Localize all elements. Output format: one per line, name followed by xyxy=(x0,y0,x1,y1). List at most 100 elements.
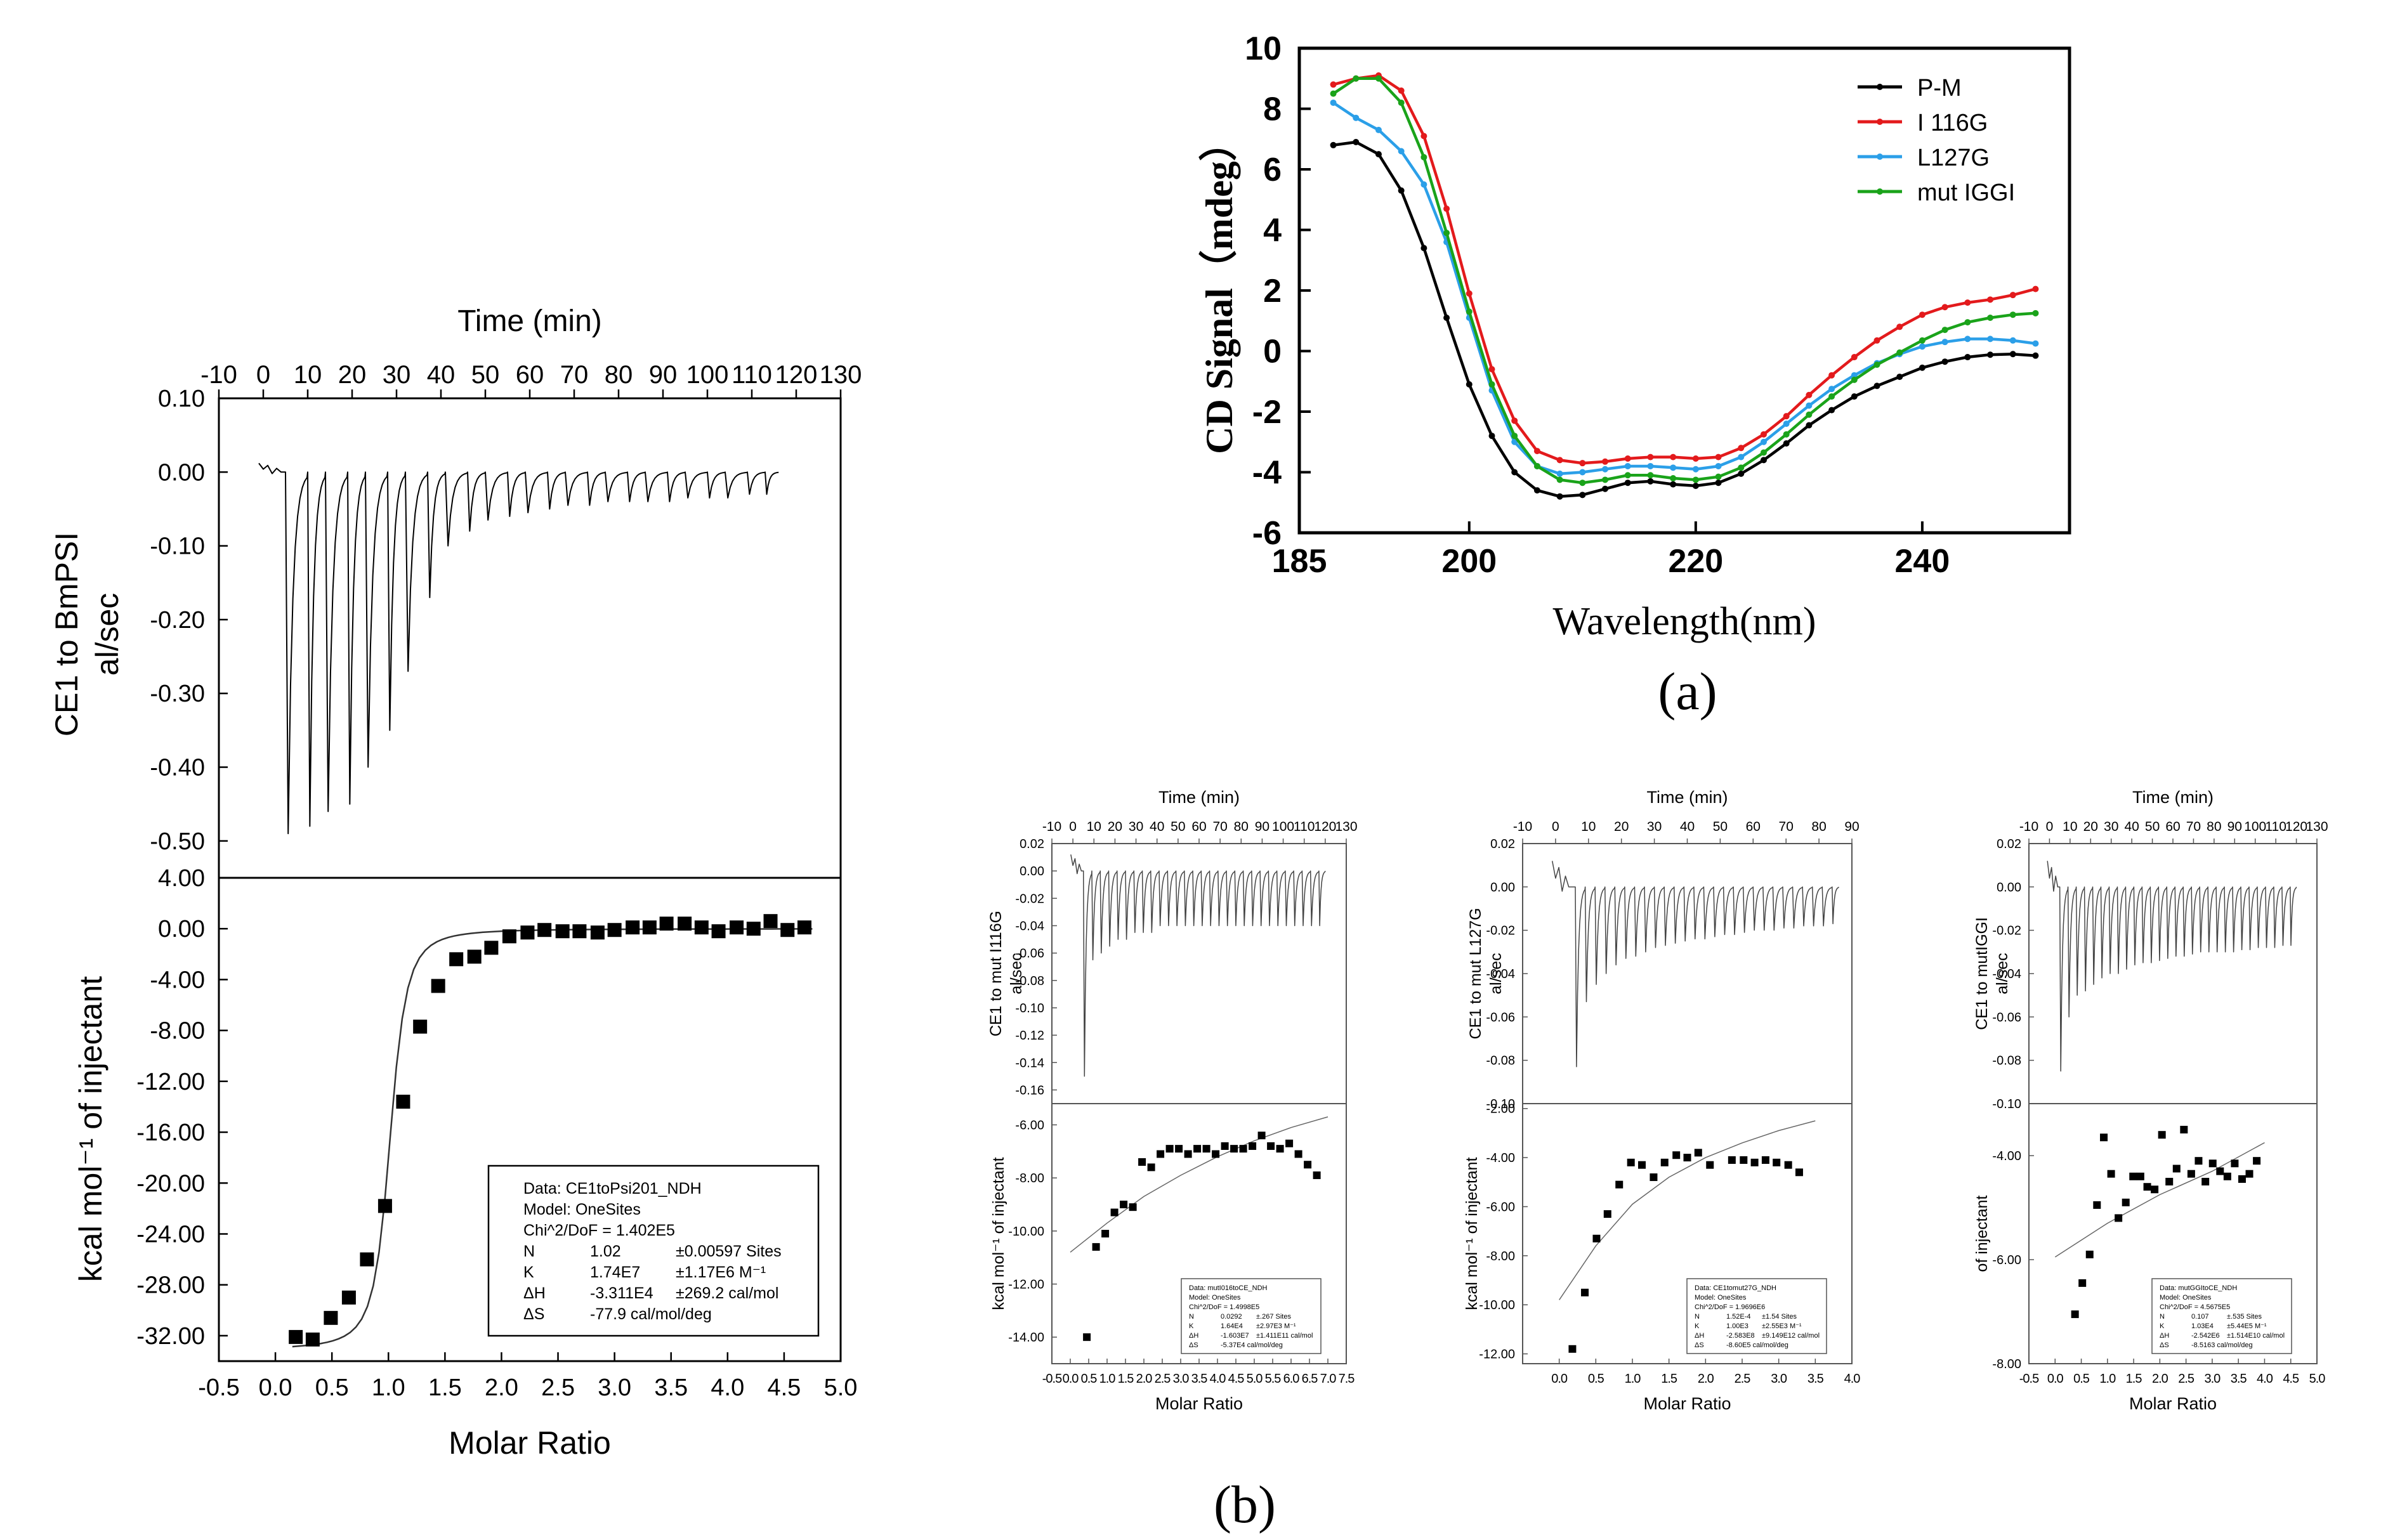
cd-x-tick-label: 220 xyxy=(1668,543,1723,580)
cd-series-point xyxy=(1398,187,1405,194)
cd-series-point xyxy=(1851,372,1858,379)
itc-iggi-time-tick-label: 50 xyxy=(2145,819,2160,834)
itc-iggi-ratio-tick-label: 5.0 xyxy=(2309,1372,2326,1386)
cd-series-point xyxy=(1851,376,1858,383)
itc-iggi-heat-point xyxy=(2208,1159,2217,1168)
itc-i116g-ratio-tick-label: 7.5 xyxy=(1339,1372,1355,1386)
itc-l127g-heat-point xyxy=(1672,1151,1681,1159)
itc-i116g-ratio-tick-label: 7.0 xyxy=(1320,1372,1337,1386)
cd-legend-label: P-M xyxy=(1917,75,1962,101)
cd-series-point xyxy=(1647,462,1654,469)
cd-series-point xyxy=(1670,481,1677,488)
itc-main-heat-point xyxy=(360,1252,374,1267)
itc-iggi-legend-text: ±.535 Sites xyxy=(2227,1313,2262,1321)
itc-main-heat-tick-label: 0.00 xyxy=(158,916,205,943)
itc-i116g-heat-point xyxy=(1239,1145,1247,1153)
itc-main-time-tick-label: -10 xyxy=(200,361,237,389)
itc-main-xlabel: Molar Ratio xyxy=(449,1425,611,1461)
itc-main-time-tick-label: 130 xyxy=(820,361,862,389)
cd-series-point xyxy=(1533,487,1540,494)
itc-main-heat-point xyxy=(305,1332,320,1347)
itc-main-heat-tick-label: -12.00 xyxy=(136,1069,205,1095)
itc-i116g-legend-text: 0.0292 xyxy=(1221,1313,1242,1321)
itc-main-legend-text: 1.02 xyxy=(590,1243,621,1260)
itc-i116g-ratio-tick-label: 5.5 xyxy=(1265,1372,1282,1386)
itc-l127g-ratio-tick-label: 1.0 xyxy=(1625,1372,1641,1386)
itc-l127g-ratio-tick-label: 0.0 xyxy=(1551,1372,1568,1386)
itc-i116g-heat-point xyxy=(1212,1150,1220,1158)
itc-i116g-legend-box xyxy=(1181,1278,1322,1354)
itc-l127g-heat-point xyxy=(1568,1345,1577,1353)
itc-main-heat-point xyxy=(746,922,761,936)
itc-iggi-heat-point xyxy=(2253,1157,2261,1165)
itc-l127g-chart: Time (min)-10 0 10 20 30 40 50 60 70 80 900.020.00… xyxy=(1463,788,1861,1413)
cd-series-point xyxy=(1919,311,1925,318)
cd-legend-label: mut IGGI xyxy=(1917,179,2015,206)
itc-i116g-heat-point xyxy=(1083,1333,1091,1341)
itc-iggi-heat-point xyxy=(2245,1170,2254,1178)
itc-i116g-heat-point xyxy=(1101,1230,1110,1237)
cd-series-point xyxy=(1941,304,1948,311)
itc-i116g-heat-tick-label: -8.00 xyxy=(1015,1171,1044,1185)
cd-series-point xyxy=(1330,141,1337,148)
cd-series-point xyxy=(1919,337,1925,344)
itc-l127g-heat-tick-label: -2.00 xyxy=(1486,1102,1515,1116)
figure-label-a: (a) xyxy=(1658,662,1717,721)
itc-i116g-time-tick-label: 110 xyxy=(1294,819,1315,834)
itc-i116g-time-tick-label: 80 xyxy=(1234,819,1249,834)
itc-iggi-time-tick-label: 70 xyxy=(2186,819,2201,834)
itc-iggi-time-tick-label: 130 xyxy=(2306,819,2328,834)
itc-iggi-heat-point xyxy=(2129,1172,2137,1180)
cd-series-point xyxy=(1579,469,1586,476)
itc-l127g-heat-point xyxy=(1592,1234,1601,1243)
itc-main-time-tick-label: 30 xyxy=(383,361,411,389)
itc-main-ratio-tick-label: 4.0 xyxy=(711,1374,744,1401)
itc-i116g-heat-point xyxy=(1230,1145,1238,1153)
cd-series-point xyxy=(1738,454,1745,460)
itc-l127g-legend-text: ±1.54 Sites xyxy=(1762,1313,1797,1321)
itc-main-time-tick-label: 100 xyxy=(686,361,729,389)
itc-i116g-legend-text: K xyxy=(1189,1322,1194,1330)
cd-series-point xyxy=(1420,245,1427,252)
itc-l127g-heat-point xyxy=(1683,1154,1691,1162)
cd-series-point xyxy=(1941,358,1948,365)
itc-main-heat-point xyxy=(537,923,552,937)
itc-main-heat-point xyxy=(324,1310,338,1325)
itc-iggi-ratio-tick-label: 1.0 xyxy=(2099,1372,2116,1386)
itc-iggi-ratio-tick-label: 0.5 xyxy=(2073,1372,2090,1386)
itc-iggi-heat-tick-label: -6.00 xyxy=(1992,1253,2021,1267)
itc-i116g-time-tick-label: 100 xyxy=(1272,819,1294,834)
itc-iggi-ratio-tick-label: 4.0 xyxy=(2257,1372,2273,1386)
cd-series-point xyxy=(1579,492,1586,499)
cd-series-point xyxy=(1511,469,1518,476)
itc-iggi-heat-point xyxy=(2122,1198,2130,1206)
itc-i116g-legend-text: 1.64E4 xyxy=(1221,1322,1243,1330)
itc-iggi-time-title: Time (min) xyxy=(2132,788,2214,807)
cd-spectrum-chart: 185 200 220 240 10 8 6 4 2 0 -2 -4 -6 Wavelength(nm) C… xyxy=(1198,30,2071,643)
itc-i116g-heat-point xyxy=(1184,1150,1192,1158)
itc-i116g-heat-tick-label: -10.00 xyxy=(1008,1225,1044,1239)
cd-series-point xyxy=(1647,454,1654,460)
itc-main-time-title: Time (min) xyxy=(457,304,602,338)
itc-l127g-fit-line xyxy=(1559,1120,1816,1300)
cd-y-tick-label: 6 xyxy=(1263,152,1282,188)
itc-main-heat-tick-label: -32.00 xyxy=(136,1323,205,1350)
cd-series-point xyxy=(1692,466,1699,473)
cd-series-point xyxy=(1602,485,1609,492)
cd-series-point xyxy=(1330,90,1337,97)
itc-main-legend-box xyxy=(487,1165,820,1337)
itc-l127g-heat-tick-label: -6.00 xyxy=(1486,1200,1515,1214)
cd-series-point xyxy=(1760,431,1767,438)
cd-series-point xyxy=(1466,308,1473,315)
cd-series-point xyxy=(1353,114,1360,121)
itc-i116g-ratio-tick-label: 1.0 xyxy=(1099,1372,1116,1386)
cd-series-point xyxy=(1466,290,1473,297)
cd-series-point xyxy=(1670,475,1677,482)
itc-iggi-legend-text: -8.5163 cal/mol/deg xyxy=(2191,1341,2253,1349)
itc-l127g-heat-point xyxy=(1650,1173,1658,1182)
itc-l127g-ratio-tick-label: 4.0 xyxy=(1844,1372,1861,1386)
itc-i116g-heat-point xyxy=(1138,1158,1146,1166)
itc-iggi-heat-point xyxy=(2158,1131,2166,1139)
cd-y-tick-label: -4 xyxy=(1252,455,1282,492)
itc-main-ratio-tick-label: 4.5 xyxy=(767,1374,801,1401)
